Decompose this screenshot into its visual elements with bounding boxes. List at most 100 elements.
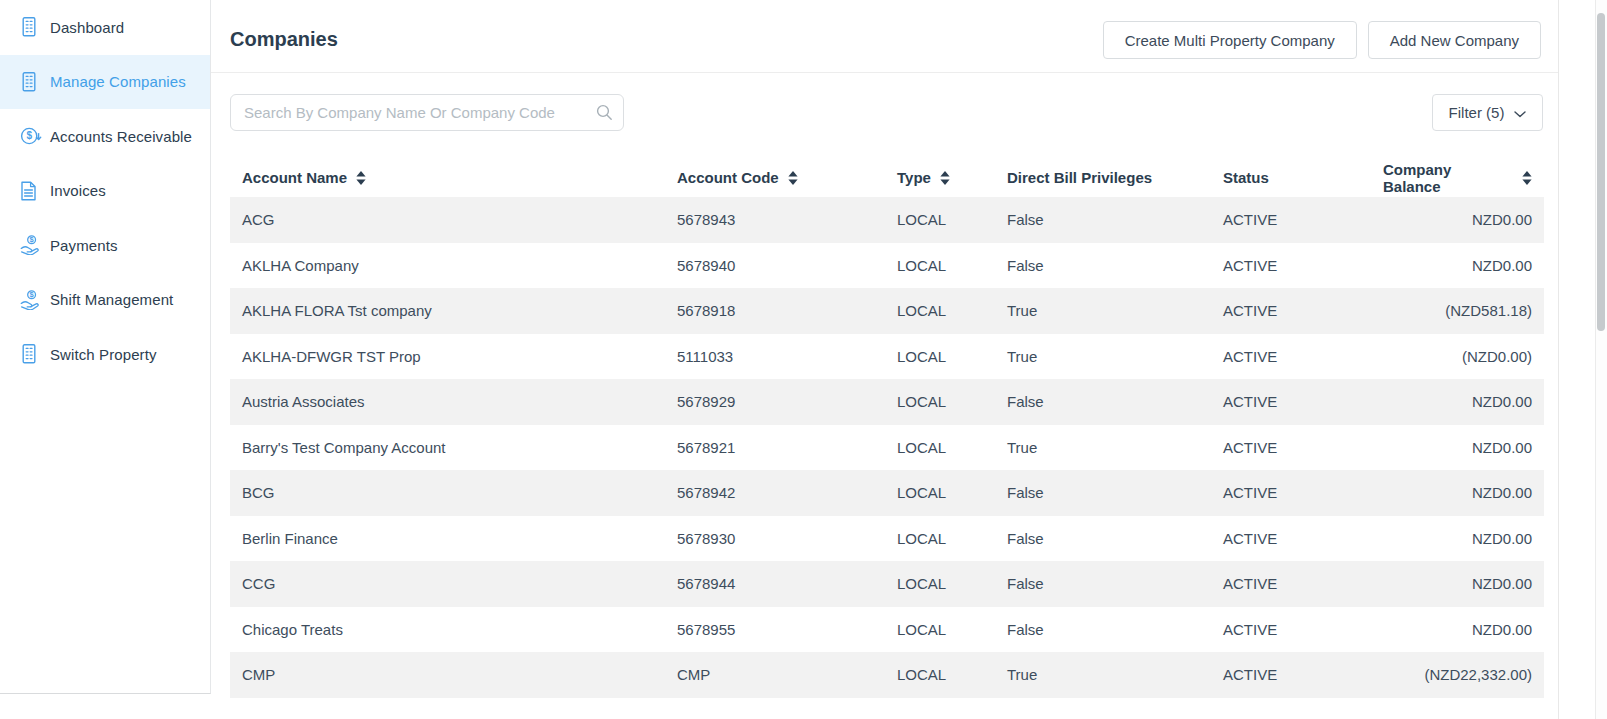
sidebar-item-switch-property[interactable]: Switch Property [0, 327, 210, 382]
cell-status: ACTIVE [1211, 439, 1383, 456]
cell-type: LOCAL [885, 257, 995, 274]
column-label: Type [897, 169, 931, 186]
cell-status: ACTIVE [1211, 666, 1383, 683]
table-row[interactable]: Chicago Treats5678955LOCALFalseACTIVENZD… [230, 607, 1544, 653]
sidebar-item-label: Shift Management [50, 291, 173, 308]
cell-company-balance: NZD0.00 [1383, 257, 1544, 274]
table-row[interactable]: CMPCMPLOCALTrueACTIVE(NZD22,332.00) [230, 652, 1544, 698]
table-row[interactable]: Barry's Test Company Account5678921LOCAL… [230, 425, 1544, 471]
cell-account-code: 5678921 [665, 439, 885, 456]
cell-account-code: 5678940 [665, 257, 885, 274]
cell-account-code: 5678942 [665, 484, 885, 501]
cell-company-balance: NZD0.00 [1383, 621, 1544, 638]
column-label: Account Code [677, 169, 779, 186]
search-input[interactable] [230, 94, 624, 131]
cell-account-name: Austria Associates [230, 393, 665, 410]
cell-type: LOCAL [885, 530, 995, 547]
sidebar-item-label: Accounts Receivable [50, 128, 192, 145]
table-row[interactable]: CCG5678944LOCALFalseACTIVENZD0.00 [230, 561, 1544, 607]
create-multi-property-company-button[interactable]: Create Multi Property Company [1103, 21, 1357, 59]
svg-text:$: $ [26, 131, 32, 142]
table-row[interactable]: AKLHA-DFWGR TST Prop5111033LOCALTrueACTI… [230, 334, 1544, 380]
cell-type: LOCAL [885, 393, 995, 410]
search-icon [596, 104, 613, 121]
table-row[interactable]: Austria Associates5678929LOCALFalseACTIV… [230, 379, 1544, 425]
cell-status: ACTIVE [1211, 575, 1383, 592]
sidebar-nav: Dashboard Manage Companies $ Accounts Re… [0, 0, 210, 382]
column-header-status: Status [1211, 169, 1383, 186]
cell-account-name: CMP [230, 666, 665, 683]
cell-company-balance: NZD0.00 [1383, 393, 1544, 410]
table-row[interactable]: AKLHA Company5678940LOCALFalseACTIVENZD0… [230, 243, 1544, 289]
cell-account-name: Barry's Test Company Account [230, 439, 665, 456]
cell-company-balance: NZD0.00 [1383, 484, 1544, 501]
sidebar-item-invoices[interactable]: Invoices [0, 164, 210, 219]
table-row[interactable]: Berlin Finance5678930LOCALFalseACTIVENZD… [230, 516, 1544, 562]
cell-type: LOCAL [885, 302, 995, 319]
cell-company-balance: (NZD22,332.00) [1383, 666, 1544, 683]
add-new-company-button[interactable]: Add New Company [1368, 21, 1541, 59]
cell-account-code: CMP [665, 666, 885, 683]
scrollbar-thumb[interactable] [1597, 13, 1605, 331]
dollar-circle-icon: $ [20, 126, 42, 146]
cell-company-balance: NZD0.00 [1383, 439, 1544, 456]
cell-type: LOCAL [885, 348, 995, 365]
column-label: Company Balance [1383, 161, 1513, 195]
search-wrap [230, 94, 624, 131]
main-content: Companies Create Multi Property Company … [211, 0, 1558, 719]
cell-account-code: 5111033 [665, 348, 885, 365]
cell-company-balance: NZD0.00 [1383, 211, 1544, 228]
column-header-account-name[interactable]: Account Name [230, 169, 665, 186]
cell-account-name: CCG [230, 575, 665, 592]
column-header-account-code[interactable]: Account Code [665, 169, 885, 186]
table-row[interactable]: AKLHA FLORA Tst company5678918LOCALTrueA… [230, 288, 1544, 334]
cell-account-code: 5678930 [665, 530, 885, 547]
table-body: ACG5678943LOCALFalseACTIVENZD0.00AKLHA C… [230, 197, 1544, 698]
invoice-icon [20, 181, 42, 201]
building-icon [20, 344, 42, 364]
hand-coin-icon: $ [20, 290, 42, 310]
column-header-type[interactable]: Type [885, 169, 995, 186]
sort-icon[interactable] [1522, 171, 1532, 185]
cell-account-code: 5678955 [665, 621, 885, 638]
cell-type: LOCAL [885, 666, 995, 683]
cell-direct-bill-privileges: True [995, 302, 1211, 319]
cell-account-name: AKLHA FLORA Tst company [230, 302, 665, 319]
cell-account-name: AKLHA-DFWGR TST Prop [230, 348, 665, 365]
cell-account-code: 5678929 [665, 393, 885, 410]
sidebar-item-shift-management[interactable]: $ Shift Management [0, 273, 210, 328]
sort-icon[interactable] [940, 171, 950, 185]
cell-type: LOCAL [885, 575, 995, 592]
sidebar-item-payments[interactable]: $ Payments [0, 218, 210, 273]
column-label: Account Name [242, 169, 347, 186]
column-header-company-balance[interactable]: Company Balance [1383, 161, 1544, 195]
scrollbar-track [1595, 0, 1607, 719]
hand-coin-icon: $ [20, 235, 42, 255]
sidebar-item-accounts-receivable[interactable]: $ Accounts Receivable [0, 109, 210, 164]
sidebar: Dashboard Manage Companies $ Accounts Re… [0, 0, 211, 694]
table-row[interactable]: ACG5678943LOCALFalseACTIVENZD0.00 [230, 197, 1544, 243]
cell-account-code: 5678943 [665, 211, 885, 228]
table-row[interactable]: BCG5678942LOCALFalseACTIVENZD0.00 [230, 470, 1544, 516]
cell-direct-bill-privileges: False [995, 484, 1211, 501]
cell-status: ACTIVE [1211, 530, 1383, 547]
cell-company-balance: (NZD0.00) [1383, 348, 1544, 365]
sidebar-item-manage-companies[interactable]: Manage Companies [0, 55, 210, 110]
cell-company-balance: (NZD581.18) [1383, 302, 1544, 319]
cell-status: ACTIVE [1211, 257, 1383, 274]
page-title: Companies [230, 28, 338, 51]
sidebar-item-label: Invoices [50, 182, 106, 199]
cell-account-code: 5678918 [665, 302, 885, 319]
building-icon [20, 17, 42, 37]
companies-table: Account Name Account Code Type Direct Bi… [230, 158, 1544, 698]
sort-icon[interactable] [788, 171, 798, 185]
cell-status: ACTIVE [1211, 348, 1383, 365]
sidebar-item-dashboard[interactable]: Dashboard [0, 0, 210, 55]
cell-status: ACTIVE [1211, 484, 1383, 501]
content-edge-divider [1558, 0, 1559, 719]
cell-status: ACTIVE [1211, 393, 1383, 410]
filter-button[interactable]: Filter (5) [1432, 94, 1543, 131]
chevron-down-icon [1514, 104, 1526, 121]
cell-direct-bill-privileges: False [995, 393, 1211, 410]
sort-icon[interactable] [356, 171, 366, 185]
